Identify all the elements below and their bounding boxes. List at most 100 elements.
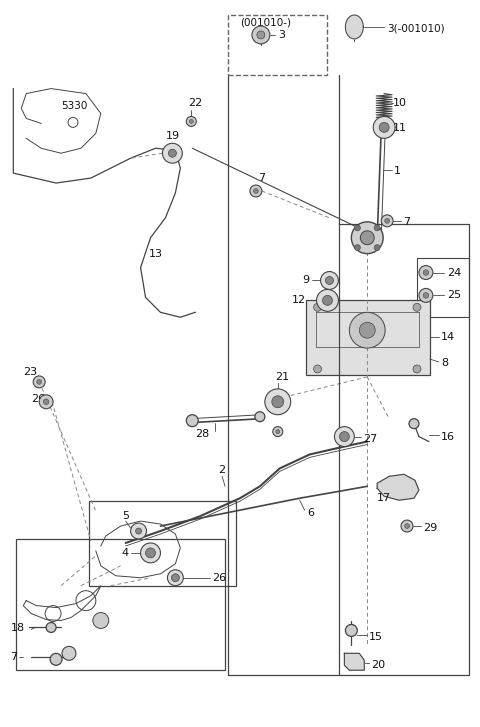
Text: 11: 11 [393,124,407,133]
Bar [16,539,225,670]
Circle shape [141,543,160,563]
Circle shape [354,225,360,231]
Circle shape [136,528,142,534]
Text: 1: 1 [394,166,401,176]
Circle shape [335,427,354,446]
Text: 25: 25 [447,290,461,300]
Text: 7: 7 [403,217,410,227]
Text: 12: 12 [291,295,306,305]
Circle shape [423,292,429,298]
Text: 20: 20 [371,660,385,670]
Circle shape [321,272,338,289]
Circle shape [50,654,62,665]
Text: 24: 24 [447,268,461,278]
Bar [306,300,430,375]
Circle shape [313,365,322,373]
Circle shape [186,116,196,126]
Circle shape [419,289,433,302]
Circle shape [43,399,49,404]
Text: 5: 5 [123,511,130,521]
Text: 14: 14 [441,332,455,342]
Circle shape [171,574,180,582]
Text: 6: 6 [308,508,314,518]
Text: 26: 26 [31,394,45,403]
Text: 3(-001010): 3(-001010) [387,24,445,34]
Circle shape [316,289,338,311]
Circle shape [272,395,284,408]
Circle shape [374,225,380,231]
Text: 10: 10 [393,97,407,108]
Circle shape [360,230,374,245]
Circle shape [351,222,383,254]
Circle shape [145,548,156,558]
Text: 4: 4 [121,548,129,558]
Text: 9: 9 [302,276,310,286]
Circle shape [349,313,385,348]
Circle shape [276,430,280,433]
Circle shape [339,432,349,441]
Circle shape [257,31,265,39]
Circle shape [325,276,334,284]
Circle shape [354,244,360,251]
Circle shape [62,646,76,660]
Circle shape [423,270,429,276]
Polygon shape [344,654,364,670]
Text: 21: 21 [275,372,289,382]
Circle shape [252,26,270,44]
Circle shape [413,365,421,373]
Circle shape [413,303,421,311]
Text: 28: 28 [195,429,209,438]
Circle shape [186,414,198,427]
Circle shape [37,379,42,385]
Bar [417,257,468,317]
Text: 2: 2 [218,465,225,475]
Circle shape [250,185,262,197]
Circle shape [168,149,176,157]
Text: 26: 26 [212,573,226,583]
Circle shape [379,122,389,132]
Text: 19: 19 [166,132,180,141]
Circle shape [131,523,146,539]
Circle shape [255,411,265,422]
Circle shape [253,188,258,193]
Text: 23: 23 [23,367,37,377]
Circle shape [381,215,393,227]
Text: 27: 27 [363,433,378,443]
Circle shape [405,523,409,529]
Circle shape [33,376,45,388]
Text: 17: 17 [377,493,391,503]
Text: 29: 29 [423,523,437,533]
Circle shape [373,116,395,138]
Text: 13: 13 [148,249,163,259]
Circle shape [401,520,413,532]
Circle shape [360,322,375,338]
Circle shape [162,143,182,163]
Text: 15: 15 [369,632,383,643]
Polygon shape [346,15,363,39]
Circle shape [346,624,357,636]
Text: 8: 8 [441,358,448,368]
Circle shape [419,265,433,279]
Text: 7: 7 [258,173,265,183]
Circle shape [385,218,390,223]
Circle shape [39,395,53,409]
Circle shape [168,570,183,586]
Circle shape [313,303,322,311]
Text: 18: 18 [11,624,25,633]
Circle shape [273,427,283,437]
Text: 16: 16 [441,432,455,441]
Circle shape [93,613,109,628]
Circle shape [189,119,193,124]
Circle shape [323,295,333,305]
Text: 7: 7 [10,652,17,662]
Text: 3: 3 [278,30,285,40]
Circle shape [46,622,56,632]
Text: (001010-): (001010-) [240,18,291,28]
Circle shape [265,389,291,414]
Circle shape [374,244,380,251]
Text: 5330: 5330 [61,102,87,111]
Text: 22: 22 [188,97,203,108]
Bar [89,501,236,586]
Circle shape [409,419,419,429]
Polygon shape [377,474,419,500]
